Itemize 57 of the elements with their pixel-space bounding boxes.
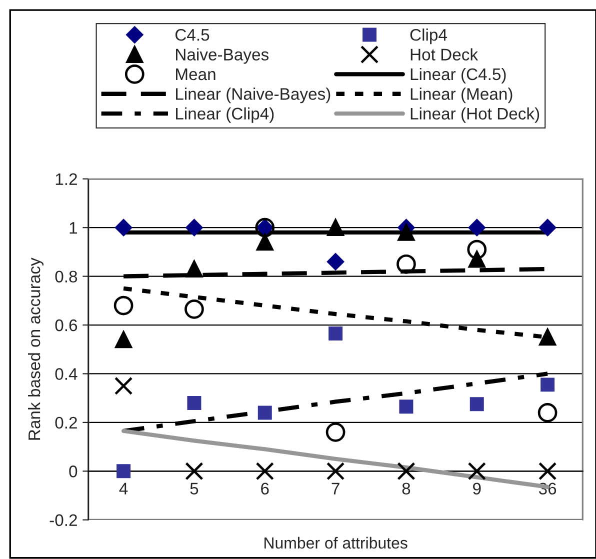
y-tick-label: 0.6 [55, 319, 78, 332]
point [539, 219, 556, 236]
legend-label: Naive-Bayes [176, 48, 269, 64]
x-tick-label: 8 [402, 482, 410, 495]
point [399, 400, 414, 414]
legend-label: Linear (Hot Deck) [410, 107, 540, 123]
legend-label: Clip4 [410, 28, 448, 44]
point [539, 328, 556, 346]
point [396, 254, 416, 274]
point [468, 462, 486, 480]
legend-label: Linear (Clip4) [176, 107, 274, 123]
point [327, 253, 344, 270]
x-tick-label: 4 [119, 482, 128, 494]
legend-label: Linear (Naive-Bayes) [176, 88, 330, 104]
point [540, 378, 555, 392]
y-tick-label: 0 [69, 466, 78, 478]
point [187, 396, 202, 410]
legend-label: Hot Deck [410, 48, 478, 60]
x-tick-label: 9 [473, 482, 481, 495]
point [326, 462, 345, 480]
point [467, 240, 487, 260]
y-tick-label: 0.8 [55, 270, 78, 283]
y-axis-title: Rank based on accuracy [28, 258, 44, 440]
x-tick-label: 5 [190, 482, 198, 495]
point [115, 331, 132, 348]
point [186, 260, 203, 278]
point [326, 422, 346, 442]
y-tick-label: -0.2 [50, 514, 77, 526]
point [397, 462, 416, 480]
point [398, 224, 415, 241]
point [327, 219, 344, 236]
point [186, 219, 203, 236]
legend-label: Linear (Mean) [410, 88, 512, 104]
y-tick-label: 1 [70, 222, 77, 234]
point [470, 397, 484, 412]
point [256, 234, 274, 251]
legend-label: Linear (C4.5) [410, 68, 506, 84]
y-tick-label: 0.4 [55, 368, 78, 380]
x-tick-label: 7 [332, 482, 340, 494]
point [114, 376, 133, 396]
point [184, 300, 204, 319]
legend-label: C4.5 [175, 28, 210, 41]
x-axis-title: Number of attributes [264, 536, 408, 549]
point [538, 403, 558, 422]
point [328, 326, 343, 341]
point [115, 219, 132, 236]
point [538, 462, 557, 480]
legend-label: Mean [176, 68, 216, 80]
y-tick-label: 0.2 [55, 416, 77, 429]
point [468, 219, 486, 236]
point [256, 462, 274, 480]
point [258, 406, 272, 420]
point [114, 296, 134, 316]
point [116, 464, 131, 478]
y-tick-label: 1.2 [56, 173, 77, 185]
point [185, 462, 204, 480]
x-tick-label: 6 [261, 482, 269, 495]
